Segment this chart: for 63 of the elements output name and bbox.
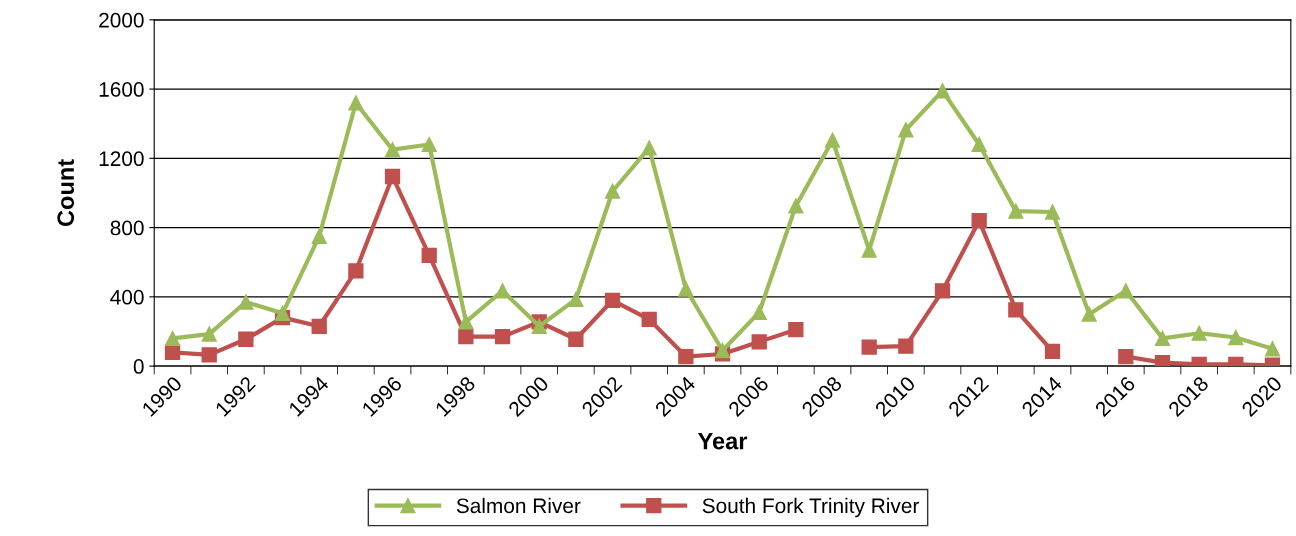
point — [1118, 348, 1134, 365]
point — [494, 283, 511, 299]
point — [971, 136, 987, 153]
point — [274, 305, 291, 321]
point — [788, 322, 804, 338]
y-tick-label: 2000 — [99, 12, 144, 28]
point — [934, 283, 951, 299]
point — [238, 331, 254, 347]
point — [678, 281, 694, 297]
point — [1081, 306, 1097, 322]
point — [1264, 341, 1281, 357]
point — [788, 198, 804, 214]
point — [531, 318, 547, 334]
point — [641, 311, 657, 327]
point — [1191, 325, 1207, 341]
point — [824, 132, 841, 148]
point — [568, 331, 584, 347]
point — [1044, 204, 1061, 220]
point — [164, 330, 181, 347]
point — [898, 338, 914, 354]
point — [678, 348, 694, 365]
point — [604, 183, 621, 199]
point — [934, 83, 951, 99]
y-tick-label: 400 — [110, 289, 144, 305]
point — [641, 140, 657, 156]
point — [458, 329, 474, 345]
point — [1154, 330, 1171, 347]
point — [458, 314, 474, 330]
point — [384, 168, 401, 185]
point — [751, 334, 767, 350]
point — [311, 228, 327, 244]
point — [1118, 283, 1134, 299]
y-tick-label: 1600 — [99, 82, 144, 97]
point — [898, 122, 914, 138]
y-tick-label: 0 — [133, 359, 144, 374]
legend-label: Salmon River — [456, 497, 581, 514]
point — [714, 342, 731, 359]
point — [1008, 302, 1024, 318]
y-tick-label: 1200 — [99, 151, 144, 167]
point — [1044, 343, 1061, 360]
point — [421, 247, 437, 263]
point — [971, 213, 987, 229]
point — [348, 263, 364, 279]
point — [421, 136, 437, 153]
point — [751, 304, 767, 321]
point — [1008, 203, 1024, 219]
point — [238, 294, 254, 310]
legend-label: South Fork Trinity River — [702, 497, 920, 518]
point — [201, 326, 217, 342]
y-tick-label: 800 — [110, 220, 144, 236]
point — [348, 95, 364, 111]
point — [568, 291, 584, 308]
point — [494, 329, 511, 345]
point — [384, 142, 401, 158]
point — [861, 242, 877, 258]
point — [201, 347, 217, 363]
point — [604, 292, 621, 308]
point — [861, 339, 877, 355]
point — [164, 344, 181, 360]
y-axis-title: Count — [57, 159, 75, 227]
point — [1228, 329, 1244, 346]
x-axis-title: Year — [697, 432, 748, 450]
point — [311, 318, 327, 334]
